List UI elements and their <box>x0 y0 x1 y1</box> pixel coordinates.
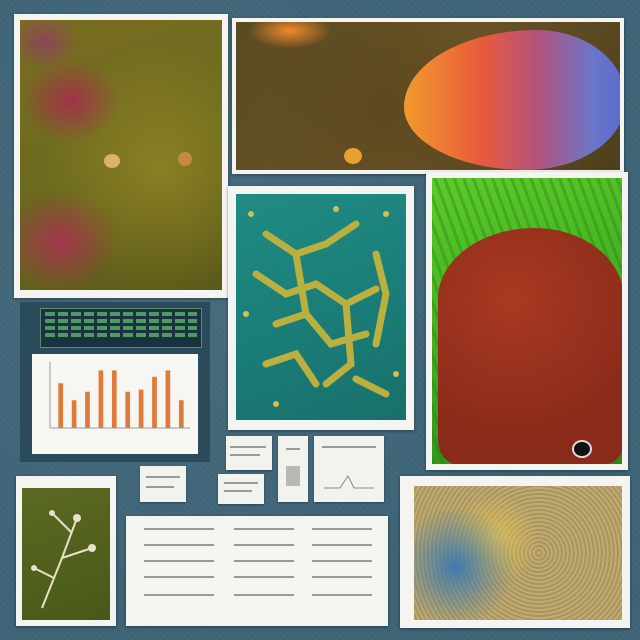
note-card <box>218 474 264 504</box>
bar-chart <box>32 354 198 454</box>
plant-drawing <box>31 510 96 609</box>
bar <box>111 370 117 428</box>
text-card <box>126 516 388 626</box>
green-red-panel <box>426 172 628 470</box>
note-card <box>314 436 384 502</box>
bar <box>58 383 64 428</box>
orange-blob-panel <box>232 18 624 174</box>
bar <box>71 400 77 428</box>
bar-chart-svg <box>49 362 190 429</box>
bar <box>85 391 90 428</box>
eye-dot <box>572 440 592 458</box>
olive-microscopy-panel <box>14 14 228 298</box>
orange-blob-image <box>236 22 620 170</box>
bar <box>98 370 104 428</box>
speck <box>178 152 192 166</box>
bar <box>165 370 171 428</box>
plant-image <box>22 488 110 620</box>
teal-branches-panel <box>228 186 414 430</box>
bar <box>125 391 131 428</box>
mini-plot <box>324 475 374 489</box>
speck <box>104 154 120 168</box>
red-organ-shape <box>438 228 622 464</box>
bar <box>178 400 184 428</box>
chart-card <box>20 302 210 462</box>
speck <box>344 148 362 164</box>
note-card <box>278 436 308 502</box>
blue-coral-panel <box>400 476 630 628</box>
teal-branches-image <box>236 194 406 420</box>
note-card <box>140 466 186 502</box>
bar <box>152 376 157 428</box>
branches-drawing <box>243 206 399 407</box>
green-red-image <box>432 178 622 464</box>
bar <box>138 389 144 428</box>
gradient-blob <box>404 30 620 170</box>
olive-microscopy-image <box>20 20 222 290</box>
data-table-graphic <box>40 308 202 348</box>
note-card <box>226 436 272 470</box>
blue-coral-image <box>414 486 622 620</box>
plant-panel <box>16 476 116 626</box>
